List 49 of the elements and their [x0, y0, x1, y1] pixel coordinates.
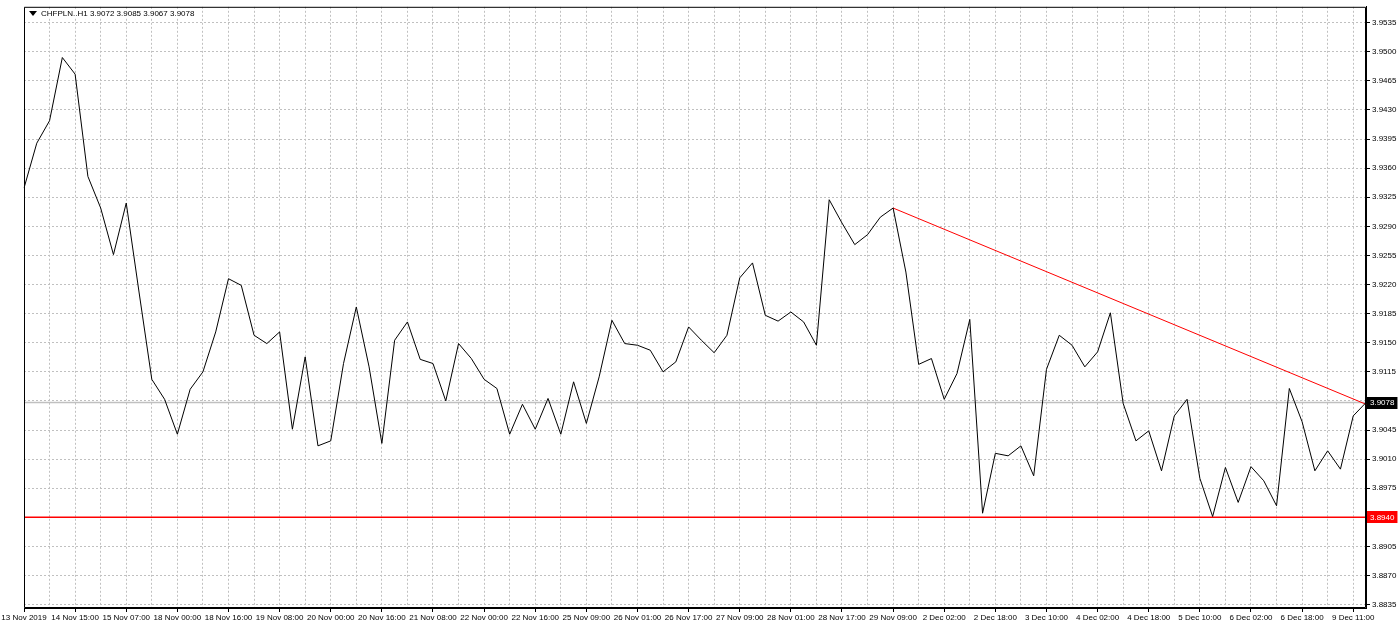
y-tick-label: 3.9395 [1372, 134, 1398, 144]
x-tick-label: 18 Nov 16:00 [204, 613, 253, 622]
y-tick-label: 3.9360 [1372, 163, 1398, 173]
ref-line-label: 3.8940 [1370, 512, 1396, 522]
y-tick-label: 3.8835 [1372, 599, 1398, 609]
x-tick-label: 25 Nov 09:00 [562, 613, 611, 622]
x-tick-label: 22 Nov 16:00 [511, 613, 560, 622]
x-tick-label: 6 Dec 18:00 [1280, 613, 1325, 622]
y-tick-label: 3.9185 [1372, 308, 1398, 318]
y-tick-label: 3.9150 [1372, 337, 1398, 347]
x-tick-label: 26 Nov 17:00 [664, 613, 713, 622]
x-tick-label: 5 Dec 10:00 [1178, 613, 1222, 622]
x-tick-label: 2 Dec 18:00 [973, 613, 1018, 622]
x-tick-label: 15 Nov 07:00 [102, 613, 151, 622]
x-tick-label: 28 Nov 01:00 [767, 613, 816, 622]
x-tick-label: 6 Dec 02:00 [1229, 613, 1274, 622]
y-tick-label: 3.9255 [1372, 250, 1398, 260]
x-tick-label: 22 Nov 00:00 [460, 613, 509, 622]
ref-line-label: 3.9078 [1370, 397, 1396, 407]
chart-title: CHFPLN..H1 3.9072 3.9085 3.9067 3.9078 [41, 8, 195, 18]
x-tick-label: 19 Nov 08:00 [255, 613, 304, 622]
x-tick-label: 27 Nov 09:00 [715, 613, 765, 622]
x-tick-label: 4 Dec 18:00 [1127, 613, 1171, 622]
y-tick-label: 3.9115 [1372, 367, 1397, 377]
x-tick-label: 9 Dec 11:00 [1331, 613, 1376, 622]
x-tick-label: 14 Nov 15:00 [51, 613, 100, 622]
x-tick-label: 3 Dec 10:00 [1024, 613, 1069, 622]
y-tick-label: 3.8905 [1372, 541, 1398, 551]
x-tick-label: 26 Nov 01:00 [613, 613, 662, 622]
x-tick-label: 4 Dec 02:00 [1076, 613, 1120, 622]
x-tick-label: 13 Nov 2019 [1, 613, 48, 622]
x-tick-label: 20 Nov 00:00 [306, 613, 356, 622]
y-tick-label: 3.9430 [1372, 105, 1398, 115]
x-tick-label: 21 Nov 08:00 [409, 613, 458, 622]
y-tick-label: 3.9500 [1372, 46, 1398, 56]
y-tick-label: 3.9045 [1372, 425, 1398, 435]
y-tick-label: 3.9465 [1372, 76, 1398, 86]
y-tick-label: 3.8870 [1372, 570, 1398, 580]
x-tick-label: 20 Nov 16:00 [358, 613, 407, 622]
y-tick-label: 3.9325 [1372, 192, 1398, 202]
x-tick-label: 28 Nov 17:00 [818, 613, 867, 622]
y-tick-label: 3.8975 [1372, 483, 1398, 493]
x-tick-label: 2 Dec 02:00 [922, 613, 967, 622]
y-tick-label: 3.9290 [1372, 221, 1398, 231]
y-tick-label: 3.9220 [1372, 279, 1398, 289]
y-tick-label: 3.9010 [1372, 454, 1398, 464]
x-tick-label: 18 Nov 00:00 [153, 613, 202, 622]
y-tick-label: 3.9535 [1372, 17, 1398, 27]
x-tick-label: 29 Nov 09:00 [869, 613, 918, 622]
